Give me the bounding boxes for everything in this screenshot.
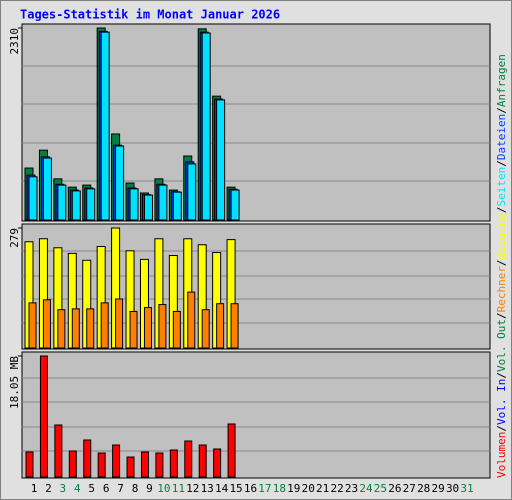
y-tick-label: 18.05 MB — [8, 356, 21, 409]
x-tick-label: 11 — [172, 482, 185, 495]
legend-separator: / — [495, 425, 508, 432]
bar — [39, 355, 48, 478]
x-tick-label: 21 — [316, 482, 329, 495]
bar — [97, 452, 106, 478]
bar — [126, 456, 135, 478]
bar — [42, 299, 51, 349]
bar — [187, 291, 196, 349]
x-tick-label: 5 — [88, 482, 95, 495]
bar — [71, 308, 80, 349]
bar — [100, 302, 109, 349]
bar — [230, 189, 240, 221]
x-tick-label: 27 — [403, 482, 416, 495]
legend-separator: / — [495, 160, 508, 167]
bar — [140, 451, 149, 478]
bar — [115, 298, 124, 349]
x-tick-label: 12 — [186, 482, 199, 495]
bar — [230, 303, 239, 349]
bar — [198, 444, 207, 478]
legend-separator: / — [495, 259, 508, 266]
bar — [86, 188, 96, 221]
x-tick-label: 30 — [446, 482, 459, 495]
legend-entry: Vol. Out — [495, 319, 508, 372]
bar — [86, 308, 95, 349]
bar — [143, 307, 152, 349]
x-tick-label: 26 — [388, 482, 401, 495]
x-tick-label: 9 — [146, 482, 153, 495]
bar — [28, 176, 38, 221]
legend-entry: Seiten — [495, 167, 508, 207]
x-tick-label: 31 — [460, 482, 473, 495]
bar — [169, 449, 178, 478]
x-tick-label: 7 — [117, 482, 124, 495]
bar — [201, 32, 211, 221]
bar — [201, 309, 210, 349]
legend-entry: Rechner — [495, 266, 508, 313]
bar — [71, 190, 81, 221]
bar — [143, 194, 153, 221]
x-tick-label: 19 — [287, 482, 300, 495]
legend-separator: / — [495, 107, 508, 114]
bar — [57, 184, 67, 221]
bar — [42, 157, 52, 221]
legend-separator: / — [495, 372, 508, 379]
legend-entry: Dateien — [495, 114, 508, 160]
x-tick-label: 1 — [31, 482, 38, 495]
x-tick-label: 15 — [229, 482, 242, 495]
bar — [216, 99, 226, 221]
bar — [172, 310, 181, 349]
bar — [187, 163, 197, 221]
bar — [227, 423, 236, 478]
legend-entry: Volumen — [495, 432, 508, 478]
x-tick-label: 4 — [74, 482, 81, 495]
x-tick-label: 10 — [157, 482, 170, 495]
x-tick-label: 18 — [273, 482, 286, 495]
legend-entry: Vol. In — [495, 379, 508, 425]
bar — [129, 310, 138, 349]
bar — [158, 304, 167, 349]
legend: Volumen/Vol. In/Vol. Out/Rechner/Besuche… — [495, 54, 508, 478]
bar — [129, 188, 139, 221]
legend-entry: Besuche — [495, 213, 508, 259]
bar — [83, 439, 92, 478]
y-tick-label: 2310 — [8, 28, 21, 55]
bar — [115, 145, 125, 221]
x-tick-label: 22 — [330, 482, 343, 495]
x-tick-label: 6 — [103, 482, 110, 495]
chart-title: Tages-Statistik im Monat Januar 2026 — [20, 8, 280, 22]
bar — [216, 303, 225, 349]
bar — [100, 31, 110, 221]
bar — [172, 191, 182, 221]
x-tick-label: 2 — [45, 482, 52, 495]
x-tick-label: 28 — [417, 482, 430, 495]
x-tick-label: 20 — [302, 482, 315, 495]
x-tick-label: 16 — [244, 482, 257, 495]
bar — [112, 444, 121, 478]
x-tick-label: 29 — [432, 482, 445, 495]
y-tick-label: 279 — [8, 228, 21, 248]
bar — [213, 448, 222, 478]
x-tick-label: 25 — [374, 482, 387, 495]
bar — [184, 440, 193, 478]
x-tick-label: 24 — [359, 482, 373, 495]
legend-separator: / — [495, 312, 508, 319]
x-tick-label: 13 — [201, 482, 214, 495]
bar — [155, 452, 164, 478]
bar — [68, 450, 77, 478]
legend-entry: Anfragen — [495, 54, 508, 107]
panel — [21, 351, 491, 479]
x-tick-label: 23 — [345, 482, 358, 495]
x-tick-label: 8 — [132, 482, 139, 495]
bar — [54, 424, 63, 478]
x-tick-label: 3 — [60, 482, 67, 495]
bar — [25, 451, 34, 478]
x-tick-label: 17 — [258, 482, 271, 495]
bar — [158, 184, 168, 221]
bar — [28, 302, 37, 349]
legend-separator: / — [495, 206, 508, 213]
bar — [57, 309, 66, 349]
x-tick-label: 14 — [215, 482, 229, 495]
